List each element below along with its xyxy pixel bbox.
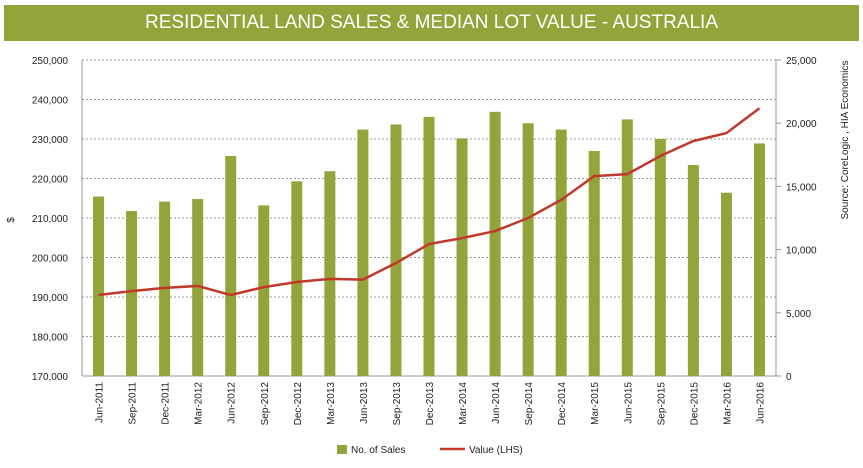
- bar: [588, 151, 600, 376]
- x-tick-label: Sep-2015: [656, 382, 667, 426]
- left-tick-label: 240,000: [32, 96, 69, 107]
- x-tick-label: Dec-2012: [293, 382, 304, 426]
- x-tick-label: Jun-2014: [491, 382, 502, 424]
- left-tick-label: 170,000: [32, 372, 69, 383]
- left-tick-label: 190,000: [32, 293, 69, 304]
- bar: [192, 199, 204, 376]
- bar: [687, 164, 699, 376]
- x-tick-label: Jun-2015: [623, 382, 634, 424]
- bar: [324, 171, 336, 376]
- x-tick-label: Mar-2014: [458, 382, 469, 425]
- x-tick-label: Sep-2014: [524, 382, 535, 426]
- left-tick-label: 230,000: [32, 135, 69, 146]
- right-tick-label: 10,000: [786, 246, 817, 257]
- left-tick-label: 180,000: [32, 333, 69, 344]
- right-tick-label: 20,000: [786, 119, 817, 130]
- right-tick-label: 15,000: [786, 182, 817, 193]
- x-tick-label: Mar-2012: [194, 382, 205, 425]
- left-tick-label: 200,000: [32, 254, 69, 265]
- bar: [423, 116, 435, 376]
- bar: [720, 192, 732, 376]
- left-tick-label: 220,000: [32, 175, 69, 186]
- bar: [654, 139, 666, 376]
- x-tick-label: Jun-2013: [359, 382, 370, 424]
- bar: [390, 124, 402, 377]
- left-tick-label: 210,000: [32, 214, 69, 225]
- x-tick-label: Mar-2013: [326, 382, 337, 425]
- bar: [522, 123, 534, 376]
- x-tick-label: Sep-2013: [392, 382, 403, 426]
- x-tick-label: Jun-2016: [755, 382, 766, 424]
- right-tick-label: 5,000: [786, 309, 811, 320]
- x-tick-label: Sep-2011: [128, 382, 139, 425]
- x-tick-label: Dec-2014: [557, 382, 568, 426]
- bar: [93, 196, 105, 376]
- chart-title: RESIDENTIAL LAND SALES & MEDIAN LOT VALU…: [4, 5, 859, 41]
- source-note: Source: CoreLogic , HIA Economics: [840, 61, 851, 220]
- bar: [621, 119, 633, 377]
- legend-label-sales: No. of Sales: [351, 445, 405, 456]
- bar: [456, 138, 468, 376]
- x-tick-label: Jun-2012: [227, 382, 238, 424]
- bar: [225, 156, 237, 376]
- x-tick-label: Mar-2015: [590, 382, 601, 425]
- bar: [357, 129, 369, 376]
- x-tick-label: Dec-2015: [689, 382, 700, 426]
- x-tick-label: Dec-2011: [161, 382, 172, 425]
- right-tick-label: 0: [786, 372, 792, 383]
- legend-swatch-sales: [337, 445, 347, 454]
- right-tick-label: 25,000: [786, 56, 817, 67]
- x-tick-label: Sep-2012: [260, 382, 271, 426]
- legend-label-value: Value (LHS): [469, 445, 523, 456]
- bar: [753, 143, 765, 376]
- bar: [291, 181, 303, 376]
- bar: [555, 129, 567, 376]
- x-tick-label: Dec-2013: [425, 382, 436, 426]
- bar: [489, 111, 501, 376]
- x-tick-label: Mar-2016: [722, 382, 733, 425]
- value-line: [98, 107, 761, 297]
- bar: [126, 211, 138, 376]
- x-tick-label: Jun-2011: [95, 382, 106, 423]
- y-axis-label: $: [6, 217, 17, 223]
- left-tick-label: 250,000: [32, 56, 69, 67]
- bar: [258, 205, 270, 376]
